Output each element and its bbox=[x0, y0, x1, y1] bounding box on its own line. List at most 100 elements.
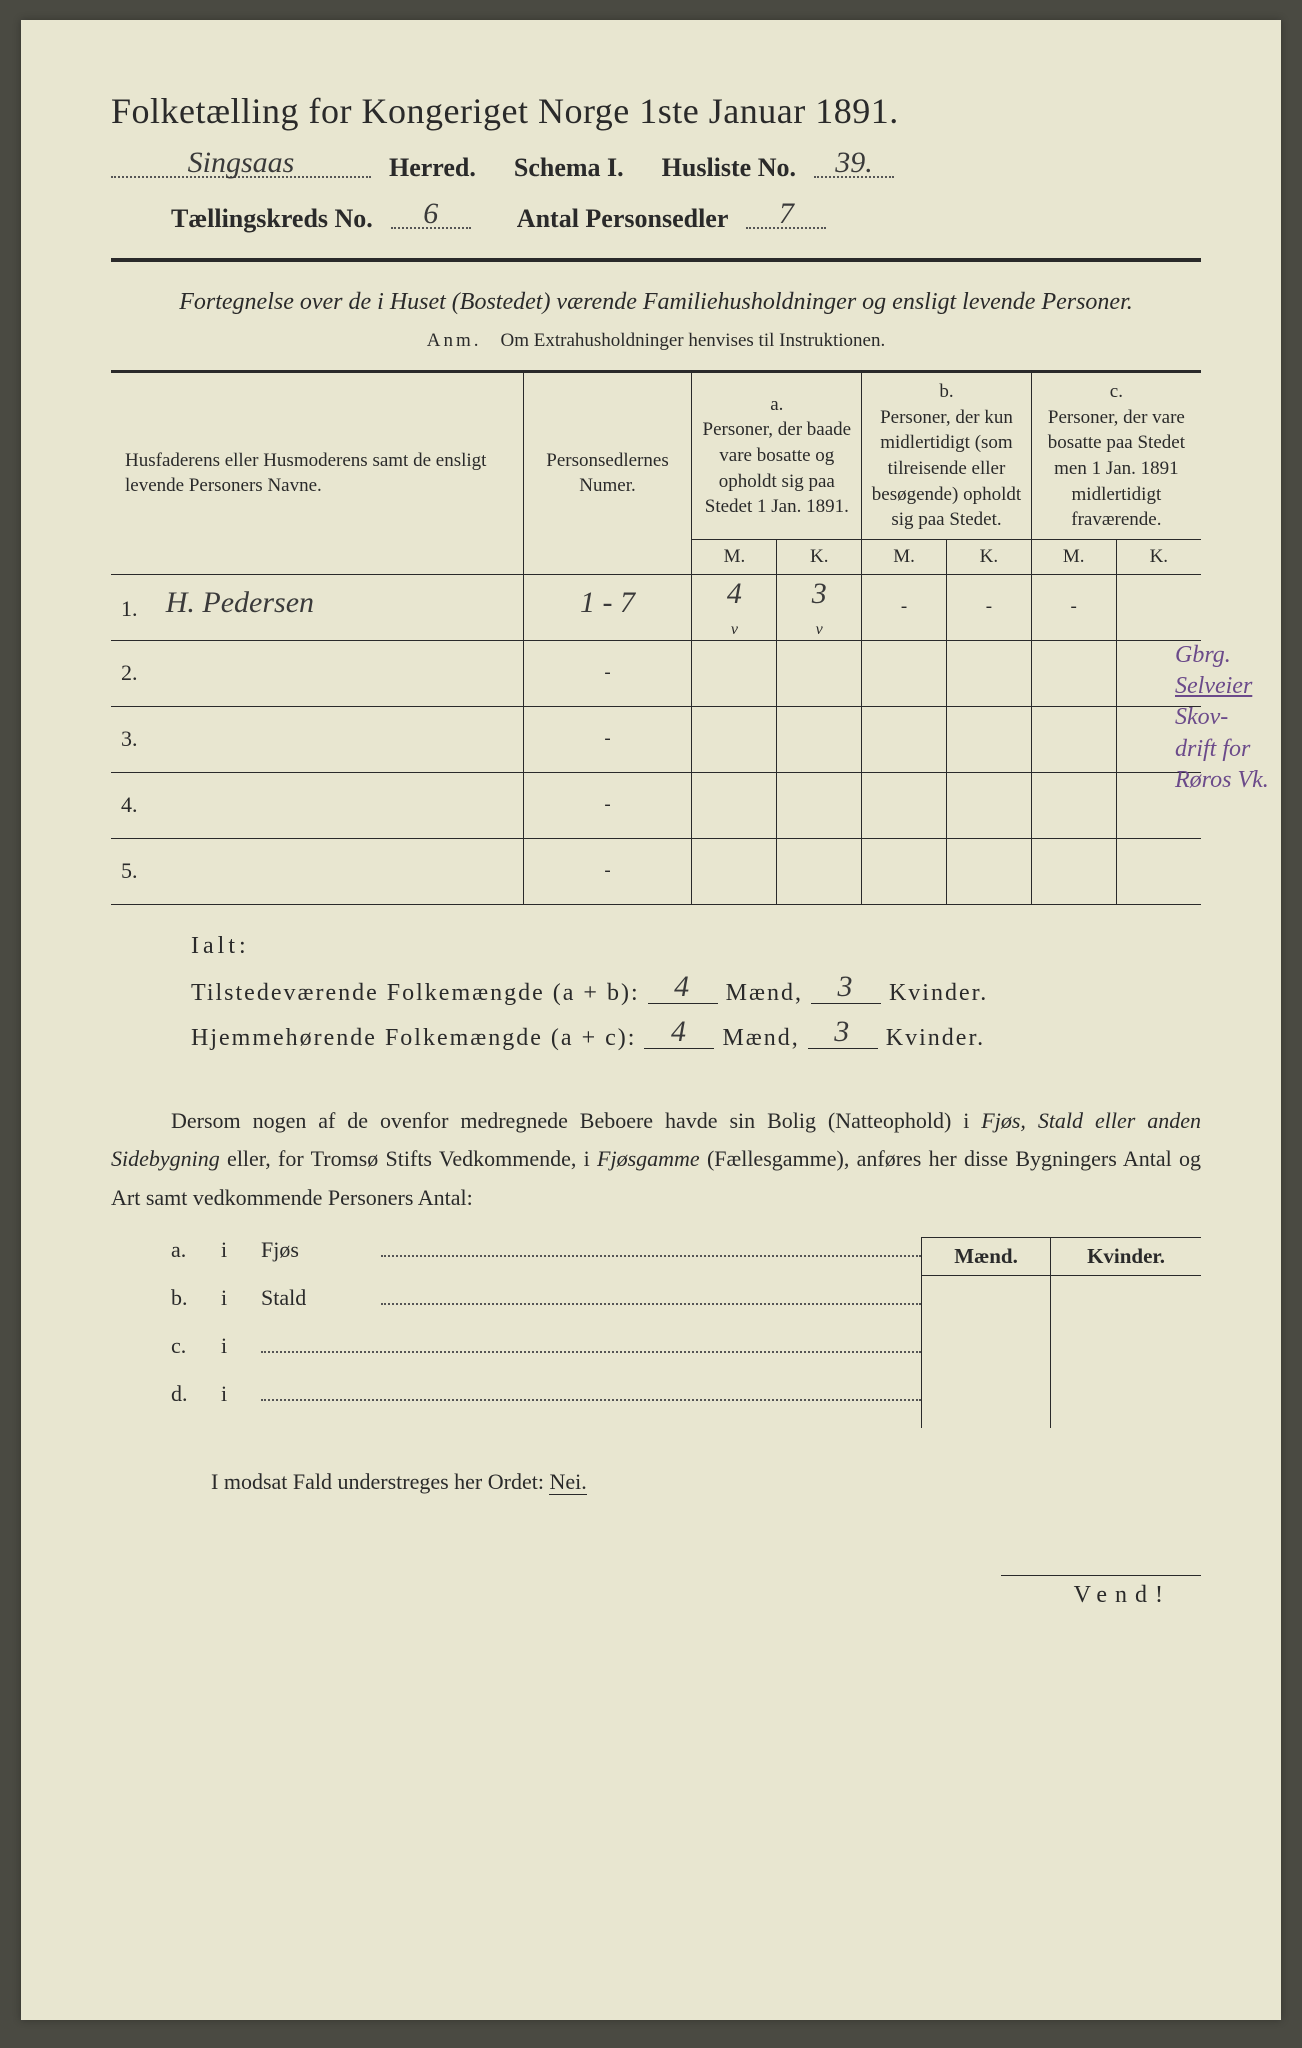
herred-value: Singsaas bbox=[188, 146, 295, 179]
dots bbox=[381, 1289, 921, 1305]
mk-maend: Mænd. bbox=[922, 1238, 1051, 1276]
table-row: 3. - bbox=[111, 706, 1201, 772]
census-table: Husfaderens eller Husmoderens samt de en… bbox=[111, 371, 1201, 905]
outbuilding-section: a. i Fjøs b. i Stald c. i d. i bbox=[111, 1237, 1201, 1429]
col-header-c: c. Personer, der vare bosatte paa Stedet… bbox=[1031, 372, 1201, 539]
antal-field: 7 bbox=[746, 201, 826, 229]
herred-label: Herred. bbox=[389, 153, 476, 183]
col-b-k: K. bbox=[946, 539, 1031, 574]
totals-section: Ialt: Tilstedeværende Folkemængde (a + b… bbox=[111, 933, 1201, 1052]
ob-d-label: d. bbox=[171, 1381, 201, 1407]
ob-row-d: d. i bbox=[171, 1381, 921, 1419]
cell-cm: - bbox=[1071, 596, 1077, 617]
col-header-name: Husfaderens eller Husmoderens samt de en… bbox=[111, 372, 523, 574]
modsat-nei: Nei. bbox=[549, 1469, 586, 1495]
cell: - bbox=[523, 640, 692, 706]
margin-l4: drift for bbox=[1175, 734, 1285, 765]
margin-l2: Selveier bbox=[1175, 671, 1285, 702]
col-header-num: Personsedlernes Numer. bbox=[523, 372, 692, 574]
row-number: 4. bbox=[121, 792, 145, 818]
ialt-l2-k: 3 bbox=[834, 1015, 851, 1048]
ob-a-label: a. bbox=[171, 1237, 201, 1263]
ob-c-label: c. bbox=[171, 1333, 201, 1359]
table-row: 4. - bbox=[111, 772, 1201, 838]
cell-am: 4 bbox=[727, 577, 742, 610]
margin-l1: Gbrg. bbox=[1175, 640, 1285, 671]
ob-b-i: i bbox=[221, 1285, 241, 1311]
table-row: 5. - bbox=[111, 838, 1201, 904]
row-num-val: 1 - 7 bbox=[580, 586, 635, 619]
subtitle: Fortegnelse over de i Huset (Bostedet) v… bbox=[111, 284, 1201, 320]
header-line-2: Singsaas Herred. Schema I. Husliste No. … bbox=[111, 150, 1201, 183]
modsat-text: I modsat Fald understreges her Ordet: bbox=[211, 1469, 544, 1494]
row-number: 1. bbox=[121, 596, 145, 622]
anm-prefix: Anm. bbox=[427, 330, 482, 351]
vend-label: Vend! bbox=[1001, 1575, 1201, 1609]
margin-l5: Røros Vk. bbox=[1175, 765, 1285, 796]
header-line-3: Tællingskreds No. 6 Antal Personsedler 7 bbox=[111, 201, 1201, 234]
margin-l3: Skov- bbox=[1175, 702, 1285, 733]
outbuilding-list: a. i Fjøs b. i Stald c. i d. i bbox=[111, 1237, 921, 1429]
table-row: 2. - bbox=[111, 640, 1201, 706]
ialt-l2-m: 4 bbox=[671, 1015, 688, 1048]
col-b-m: M. bbox=[862, 539, 947, 574]
modsat-line: I modsat Fald understreges her Ordet: Ne… bbox=[111, 1469, 1201, 1495]
ob-c-i: i bbox=[221, 1333, 241, 1359]
husliste-field: 39. bbox=[814, 150, 894, 178]
ialt-line-2: Hjemmehørende Folkemængde (a + c): 4 Mæn… bbox=[191, 1019, 1201, 1052]
cell-bk: - bbox=[986, 596, 992, 617]
ialt-line-1: Tilstedeværende Folkemængde (a + b): 4 M… bbox=[191, 974, 1201, 1007]
schema-label: Schema I. bbox=[514, 153, 624, 183]
col-a-title: a. bbox=[700, 392, 853, 418]
antal-value: 7 bbox=[779, 197, 794, 230]
col-c-m: M. bbox=[1031, 539, 1116, 574]
dots bbox=[381, 1241, 921, 1257]
row-number: 5. bbox=[121, 858, 145, 884]
col-c-k: K. bbox=[1116, 539, 1201, 574]
ob-a-i: i bbox=[221, 1237, 241, 1263]
table-row: 1. H. Pedersen 1 - 7 4v 3v - - - bbox=[111, 574, 1201, 640]
ob-row-c: c. i bbox=[171, 1333, 921, 1371]
ialt-line2-label: Hjemmehørende Folkemængde (a + c): bbox=[191, 1025, 636, 1052]
maend-label: Mænd, bbox=[726, 980, 803, 1007]
divider-thick bbox=[111, 258, 1201, 262]
sub-v: v bbox=[785, 621, 853, 639]
cell: - bbox=[523, 838, 692, 904]
dwelling-paragraph: Dersom nogen af de ovenfor medregnede Be… bbox=[111, 1102, 1201, 1218]
antal-label: Antal Personsedler bbox=[517, 204, 729, 234]
cell: - bbox=[523, 772, 692, 838]
col-b-title: b. bbox=[870, 379, 1023, 405]
mk-table: Mænd. Kvinder. bbox=[921, 1237, 1201, 1428]
annotation-line: Anm. Om Extrahusholdninger henvises til … bbox=[111, 330, 1201, 352]
kreds-label: Tællingskreds No. bbox=[171, 204, 373, 234]
ob-b-label: b. bbox=[171, 1285, 201, 1311]
col-header-a: a. Personer, der baade vare bosatte og o… bbox=[692, 372, 862, 539]
col-c-title: c. bbox=[1040, 379, 1193, 405]
col-b-text: Personer, der kun midlertidigt (som tilr… bbox=[870, 405, 1023, 533]
ob-row-a: a. i Fjøs bbox=[171, 1237, 921, 1275]
kvinder-label: Kvinder. bbox=[889, 980, 988, 1007]
census-form-page: Folketælling for Kongeriget Norge 1ste J… bbox=[21, 20, 1281, 2020]
col-header-b: b. Personer, der kun midlertidigt (som t… bbox=[862, 372, 1032, 539]
mk-kvinder: Kvinder. bbox=[1051, 1238, 1201, 1276]
cell: - bbox=[523, 706, 692, 772]
ialt-label: Ialt: bbox=[191, 933, 1201, 960]
ob-d-i: i bbox=[221, 1381, 241, 1407]
ob-row-b: b. i Stald bbox=[171, 1285, 921, 1323]
ob-a-name: Fjøs bbox=[261, 1237, 361, 1263]
cell-bm: - bbox=[901, 596, 907, 617]
margin-note: Gbrg. Selveier Skov- drift for Røros Vk. bbox=[1175, 640, 1285, 796]
herred-field: Singsaas bbox=[111, 150, 371, 178]
husliste-value: 39. bbox=[835, 146, 873, 179]
kreds-value: 6 bbox=[423, 197, 438, 230]
row-name: H. Pedersen bbox=[166, 586, 314, 619]
col-a-text: Personer, der baade vare bosatte og opho… bbox=[700, 417, 853, 520]
col-a-k: K. bbox=[777, 539, 862, 574]
anm-text: Om Extrahusholdninger henvises til Instr… bbox=[501, 330, 886, 351]
ob-b-name: Stald bbox=[261, 1285, 361, 1311]
husliste-label: Husliste No. bbox=[662, 153, 796, 183]
col-c-text: Personer, der vare bosatte paa Stedet me… bbox=[1040, 405, 1193, 533]
ialt-line1-label: Tilstedeværende Folkemængde (a + b): bbox=[191, 980, 640, 1007]
page-title: Folketælling for Kongeriget Norge 1ste J… bbox=[111, 90, 1201, 132]
row-number: 3. bbox=[121, 726, 145, 752]
